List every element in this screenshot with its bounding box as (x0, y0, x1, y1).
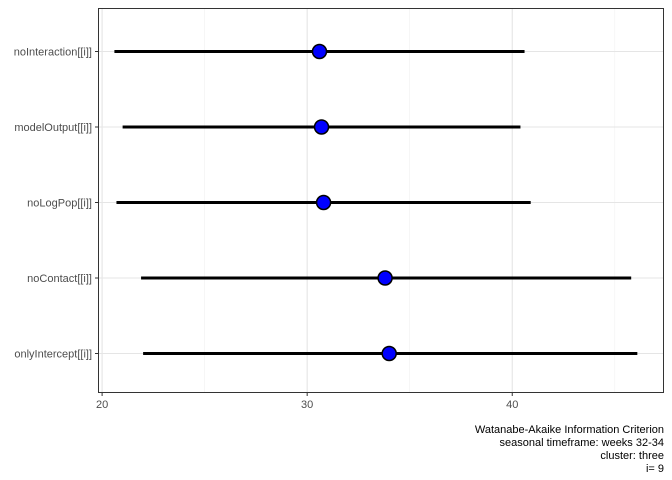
minor-gridlines (204, 8, 616, 393)
x-tick-label: 40 (506, 399, 518, 411)
y-tick-label: modelOutput[[i]] (14, 122, 92, 134)
major-gridlines (98, 8, 664, 393)
estimate-point (313, 119, 330, 135)
caption: Watanabe-Akaike Information Criterion se… (475, 424, 664, 476)
caption-line-criterion: Watanabe-Akaike Information Criterion (474, 424, 664, 436)
y-tick-label: noInteraction[[i]] (14, 47, 92, 59)
estimate-points (311, 43, 397, 362)
x-axis: 20 30 40 (96, 393, 518, 411)
x-tick-label: 20 (96, 399, 108, 411)
panel-border (98, 8, 664, 393)
caption-line-index: i= 9 (645, 463, 664, 475)
estimate-point (377, 270, 393, 286)
estimate-point (311, 43, 328, 60)
y-tick-label: onlyIntercept[[i]] (14, 349, 92, 361)
y-tick-label: noContact[[i]] (27, 273, 92, 285)
x-tick-label: 30 (301, 399, 313, 411)
y-tick-label: noLogPop[[i]] (27, 198, 92, 210)
estimate-point (381, 345, 397, 362)
caption-line-cluster: cluster: three (600, 450, 664, 462)
y-axis: noInteraction[[i]] modelOutput[[i]] noLogP… (14, 47, 98, 361)
caption-line-timeframe: seasonal timeframe: weeks 32-34 (499, 437, 664, 449)
estimate-point (315, 194, 332, 211)
